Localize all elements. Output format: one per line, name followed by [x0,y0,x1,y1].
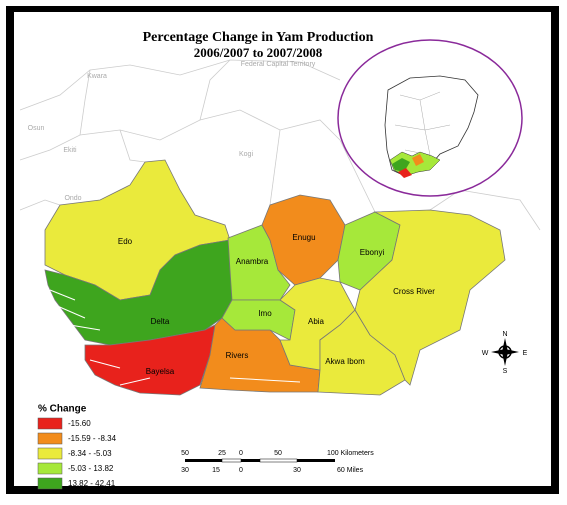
state-bayelsa [84,324,216,396]
state-label: Cross River [393,287,435,296]
background-label: Federal Capital Territory [241,61,316,68]
scale-mile-label: 30 [181,467,189,474]
state-cross-river [354,209,506,386]
legend-swatch [37,462,63,475]
scale-mile-label: 0 [239,467,243,474]
legend-label: -5.03 - 13.82 [68,464,114,473]
legend-swatch [37,417,63,430]
compass-star [491,338,519,366]
scale-mile-label: 60 Miles [337,467,364,474]
state-label: Edo [118,237,133,246]
scale-km-label: 0 [239,450,243,457]
states [44,159,506,396]
inset-states [394,91,451,156]
compass-e: E [523,350,528,357]
scale-mile-label: 15 [212,467,220,474]
scale-km-label: 50 [274,450,282,457]
state-label: Imo [258,309,272,318]
legend-swatch [37,447,63,460]
state-label: Anambra [236,257,269,266]
compass-n: N [502,331,507,338]
state-label: Abia [308,317,325,326]
scale-bar: 50 25 0 50 100 Kilometers 30 15 0 30 60 Miles [181,450,374,474]
inset-map [337,39,523,197]
background-label: Kwara [87,73,107,80]
legend: -15.60 -15.59 - -8.34 -8.34 - -5.03 -5.03 -… [37,417,117,490]
background-label: Osun [28,125,45,132]
legend-label: -8.34 - -5.03 [68,449,112,458]
state-label: Delta [151,317,170,326]
inset-region-bayelsa [398,168,412,178]
scale-bar-seg [259,458,298,463]
legend-label: -15.59 - -8.34 [68,434,117,443]
background-label: Kogi [239,151,253,158]
state-label: Akwa Ibom [325,357,365,366]
compass-s: S [503,368,508,375]
creeks [49,289,301,386]
legend-label: -15.60 [68,419,91,428]
inset-region-enugu [412,154,424,166]
background-label: Ekiti [63,147,77,154]
state-label: Rivers [226,351,249,360]
state-label: Ebonyi [360,248,385,257]
legend-label: 13.82 - 42.41 [68,479,116,488]
background-label: Ondo [64,195,81,202]
compass-w: W [482,350,489,357]
scale-km-label: 50 [181,450,189,457]
legend-title: % Change [38,404,87,415]
scale-km-label: 100 Kilometers [327,450,374,457]
background-outlines [19,59,541,231]
legend-swatch [37,477,63,490]
title-line2: 2006/2007 to 2007/2008 [194,45,323,60]
legend-swatch [37,432,63,445]
scale-bar-seg [221,458,242,463]
scale-km-label: 25 [218,450,226,457]
state-label: Enugu [292,233,315,242]
compass: N E S W [482,331,528,375]
state-label: Bayelsa [146,367,175,376]
scale-mile-label: 30 [293,467,301,474]
inset-nigeria [384,75,479,177]
title-line1: Percentage Change in Yam Production [143,30,374,45]
